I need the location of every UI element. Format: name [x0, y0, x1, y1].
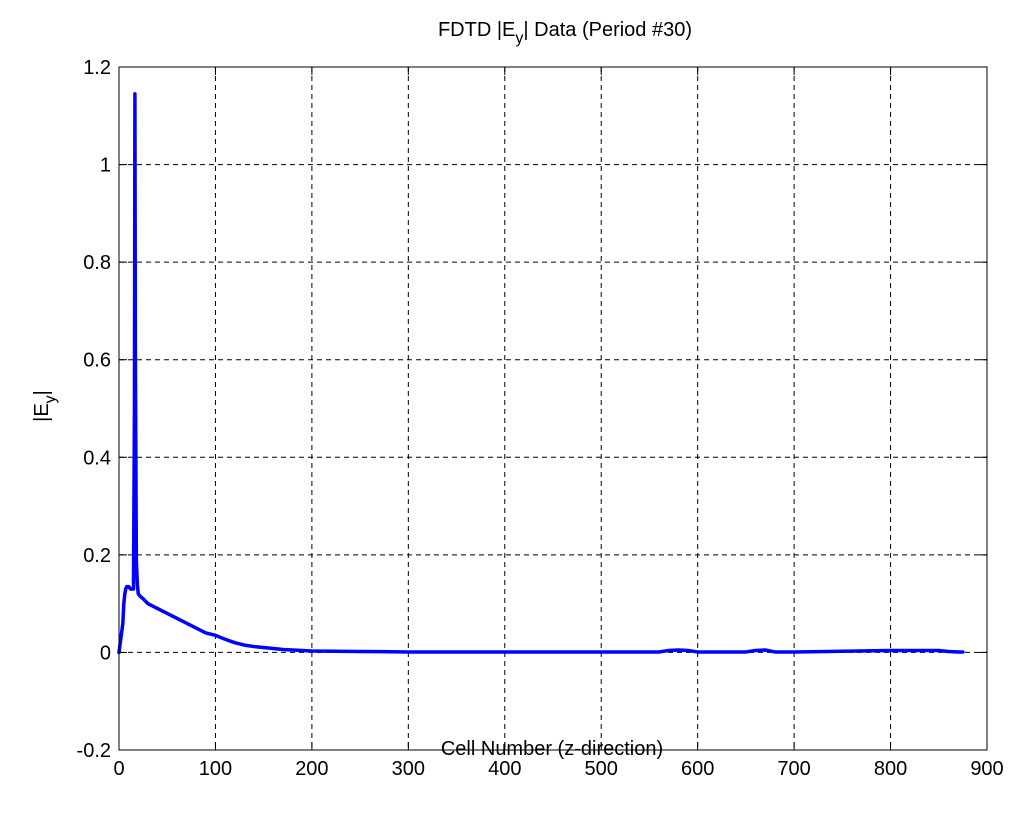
axes-frame — [118, 66, 988, 751]
y-tick-label: 0.2 — [83, 545, 111, 567]
x-axis-label: Cell Number (z-direction) — [441, 738, 663, 760]
title-subscript: y — [515, 30, 523, 47]
x-tick-label: 300 — [392, 758, 425, 780]
x-tick-label: 100 — [199, 758, 232, 780]
y-tick-label: 1.2 — [83, 57, 111, 79]
x-tick-label: 500 — [585, 758, 618, 780]
plot-area — [119, 67, 987, 750]
y-tick-label: 0 — [100, 642, 111, 664]
y-tick-label: 0.4 — [83, 447, 111, 469]
x-tick-label: 800 — [874, 758, 907, 780]
y-tick-label: 1 — [100, 155, 111, 177]
x-tick-label: 0 — [113, 758, 124, 780]
y-tick-label: -0.2 — [77, 740, 111, 762]
series-layer — [117, 92, 965, 655]
grid — [119, 67, 987, 750]
x-tick-label: 400 — [488, 758, 521, 780]
ticks: 0 100 200 300 400 500 600 700 800 900-0.200.20.40… — [77, 57, 1004, 780]
axes — [118, 66, 988, 751]
chart-title: FDTD |Ey| Data (Period #30) — [438, 19, 692, 47]
ylabel-subscript: y — [42, 395, 59, 403]
y-axis-label: |Ey| — [31, 390, 59, 422]
x-tick-label: 600 — [681, 758, 714, 780]
x-tick-label: 900 — [970, 758, 1003, 780]
y-tick-label: 0.6 — [83, 350, 111, 372]
x-tick-label: 700 — [777, 758, 810, 780]
y-tick-label: 0.8 — [83, 252, 111, 274]
x-tick-label: 200 — [295, 758, 328, 780]
data-series-line — [117, 92, 965, 655]
